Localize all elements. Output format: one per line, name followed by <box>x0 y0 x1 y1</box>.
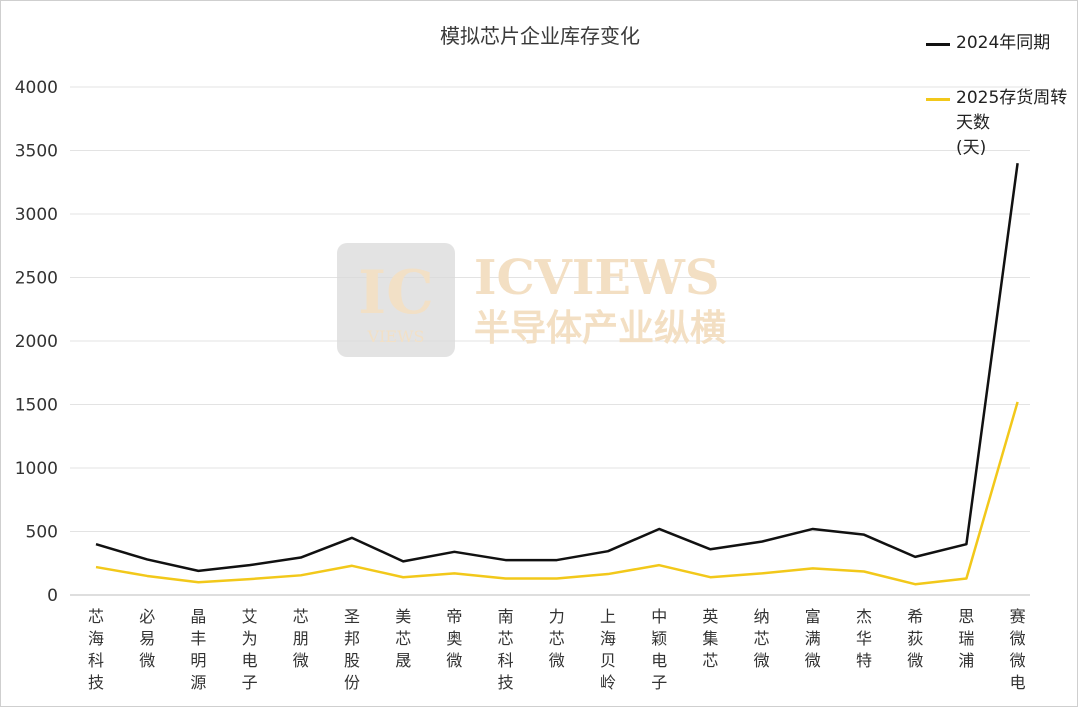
y-tick-label: 0 <box>47 586 58 606</box>
y-tick-label: 1500 <box>15 396 58 416</box>
x-category-label: 英集芯 <box>702 607 718 670</box>
x-category-label: 美芯晟 <box>395 607 411 670</box>
x-category-label: 力芯微 <box>549 607 565 670</box>
x-category-label: 赛微微电 <box>1010 607 1026 692</box>
y-tick-label: 4000 <box>15 78 58 98</box>
x-axis-labels: 芯海科技 必易微 晶丰明源 艾为电子 芯朋微 圣邦股份 美芯晟 帝奥微 南芯科技 力芯微 上海贝岭 中… <box>88 607 1026 692</box>
x-category-label: 富满微 <box>805 607 821 670</box>
x-category-label: 杰华特 <box>856 607 872 670</box>
x-category-label: 芯朋微 <box>293 607 309 670</box>
series-line-2024 <box>95 163 1019 573</box>
legend-2024: 2024年同期 <box>956 33 1051 53</box>
x-category-label: 纳芯微 <box>754 607 770 670</box>
grid-lines <box>70 86 1030 596</box>
watermark-logo-sub: VIEWS <box>367 327 425 346</box>
x-category-label: 艾为电子 <box>242 607 258 692</box>
y-tick-label: 3500 <box>15 142 58 162</box>
x-category-label: 上海贝岭 <box>600 607 616 692</box>
x-category-label: 圣邦股份 <box>344 607 360 692</box>
legend-2025-line1: 2025存货周转天数 <box>956 88 1068 133</box>
y-axis-ticks: 0 500 1000 1500 2000 2500 3000 3500 4000 <box>15 78 58 606</box>
y-tick-label: 2500 <box>15 269 58 289</box>
watermark: IC VIEWS ICVIEWS 半导体产业纵横 <box>337 243 726 357</box>
y-tick-label: 2000 <box>15 332 58 352</box>
legend-2025-line2: (天) <box>956 138 987 158</box>
x-category-label: 希荻微 <box>907 607 923 670</box>
legend-swatch-2025 <box>926 98 950 101</box>
x-category-label: 南芯科技 <box>498 607 514 692</box>
watermark-brand-cn: 半导体产业纵横 <box>474 307 726 349</box>
y-tick-label: 500 <box>26 523 58 543</box>
x-category-label: 芯海科技 <box>88 607 104 692</box>
y-tick-label: 1000 <box>15 459 58 479</box>
x-category-label: 帝奥微 <box>446 607 462 670</box>
series-line-2025 <box>95 401 1019 586</box>
x-category-label: 必易微 <box>139 607 155 670</box>
legend-swatch-2024 <box>926 43 950 46</box>
x-category-label: 晶丰明源 <box>190 607 206 692</box>
x-category-label: 思瑞浦 <box>958 607 974 670</box>
watermark-brand: ICVIEWS <box>474 250 720 306</box>
watermark-logo-box <box>337 243 455 357</box>
watermark-logo-text: IC <box>358 258 434 328</box>
x-category-label: 中颖电子 <box>651 607 667 692</box>
chart-title: 模拟芯片企业库存变化 <box>440 24 640 48</box>
y-tick-label: 3000 <box>15 205 58 225</box>
series-lines <box>95 163 1019 586</box>
legend-2025: 2025存货周转天数 (天) <box>956 86 1080 161</box>
